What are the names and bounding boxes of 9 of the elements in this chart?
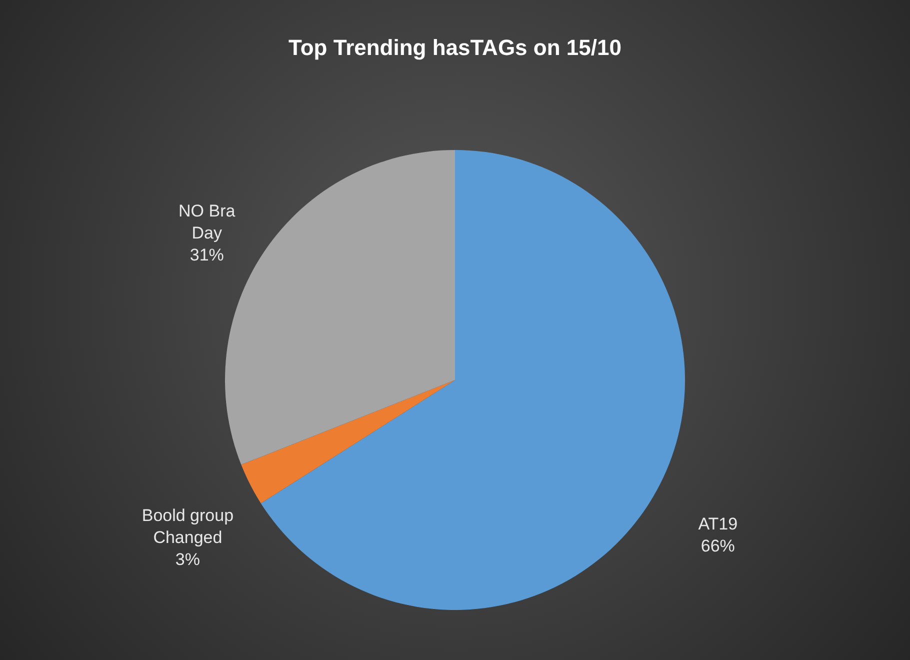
data-label: 3%	[175, 550, 200, 570]
pie-slice	[241, 380, 455, 504]
data-label: 66%	[700, 536, 735, 556]
slice-label: AT19	[698, 514, 738, 534]
slice-label: Boold group Changed	[142, 506, 234, 548]
data-label: 31%	[190, 245, 224, 264]
chart-title: Top Trending hasTAGs on 15/10	[288, 35, 622, 60]
pie-slice	[260, 150, 685, 610]
slice-label: NO Bra Day	[178, 201, 236, 242]
